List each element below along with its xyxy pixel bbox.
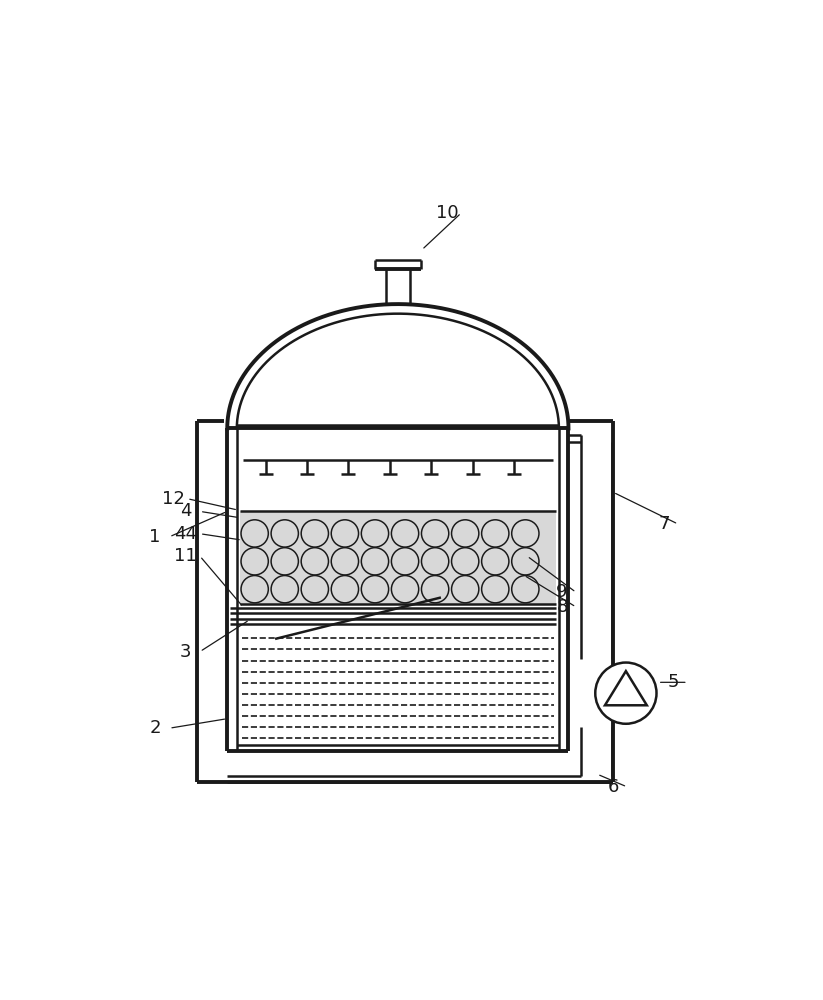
Text: 11: 11 bbox=[174, 547, 198, 565]
Text: 5: 5 bbox=[668, 673, 680, 691]
Text: 12: 12 bbox=[161, 490, 184, 508]
Text: 8: 8 bbox=[556, 598, 568, 616]
Text: 44: 44 bbox=[174, 525, 198, 543]
Circle shape bbox=[595, 663, 657, 724]
Text: 9: 9 bbox=[556, 583, 568, 601]
Text: 3: 3 bbox=[180, 643, 192, 661]
Text: 2: 2 bbox=[150, 719, 161, 737]
Bar bbox=[240, 511, 556, 604]
Text: 10: 10 bbox=[436, 204, 458, 222]
Text: 1: 1 bbox=[150, 528, 160, 546]
Text: 6: 6 bbox=[607, 778, 619, 796]
Text: 7: 7 bbox=[658, 515, 670, 533]
Text: 4: 4 bbox=[180, 502, 192, 520]
